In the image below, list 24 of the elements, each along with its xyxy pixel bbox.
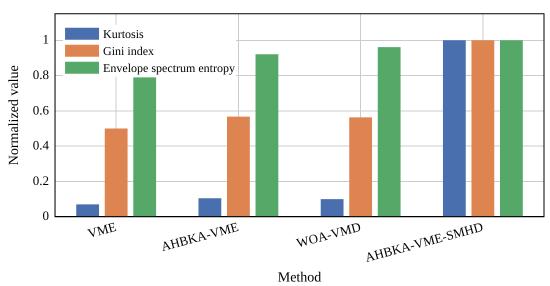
bar — [104, 128, 128, 216]
bar — [227, 116, 250, 216]
bar — [442, 40, 466, 216]
legend-label: Kurtosis — [103, 26, 144, 41]
y-tick-label: 0 — [42, 208, 50, 224]
y-tick-label: 1 — [42, 32, 50, 47]
bar — [349, 117, 372, 216]
bar — [471, 40, 494, 216]
bar — [76, 204, 100, 216]
x-axis-title: Method — [278, 270, 322, 286]
bar — [133, 77, 156, 216]
y-tick-label: 0.6 — [32, 102, 50, 118]
y-tick-label: 0.8 — [32, 66, 50, 82]
bar — [378, 47, 401, 216]
legend-label: Gini index — [103, 44, 154, 58]
x-tick-label: VME — [86, 218, 118, 241]
legend-label: Envelope spectrum entropy — [103, 60, 236, 75]
y-axis-title: Normalized value — [7, 65, 22, 166]
y-tick-label: 0.4 — [32, 138, 50, 153]
bar — [256, 54, 278, 216]
bar — [500, 40, 523, 216]
y-tick-label: 0.2 — [32, 172, 50, 188]
bar — [198, 198, 222, 216]
bar — [320, 199, 344, 216]
